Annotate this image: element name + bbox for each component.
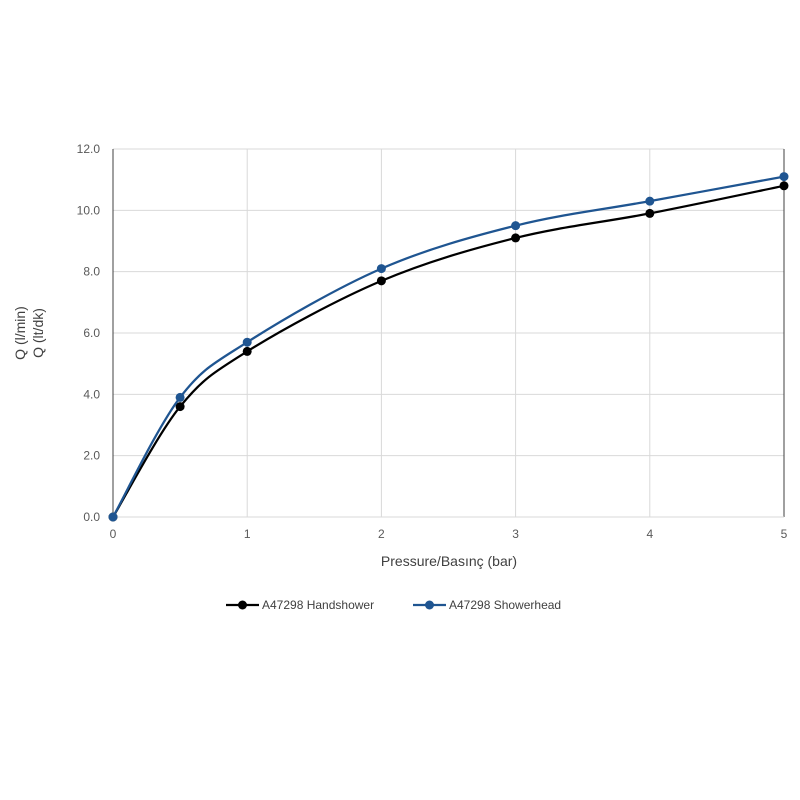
x-tick-label: 1: [244, 527, 251, 541]
x-tick-label: 3: [512, 527, 519, 541]
legend-item-2: A47298 Showerhead: [413, 598, 561, 612]
series-line: [112, 175, 785, 518]
y-tick-label: 8.0: [83, 265, 100, 279]
legend-label: A47298 Showerhead: [449, 598, 561, 612]
data-point: [779, 172, 789, 182]
data-point: [242, 337, 252, 347]
legend-point-marker: [238, 600, 247, 610]
y-axis-label-line2: Q (lt/dk): [30, 308, 46, 358]
grid: [113, 148, 784, 517]
data-point: [376, 264, 386, 274]
data-point: [376, 276, 386, 286]
data-point: [242, 346, 252, 356]
x-tick-label: 0: [110, 527, 117, 541]
y-tick-label: 2.0: [83, 449, 100, 463]
x-axis-label: Pressure/Basınç (bar): [381, 553, 517, 569]
series-line: [112, 184, 785, 518]
data-point: [779, 181, 789, 191]
legend: A47298 Handshower A47298 Showerhead: [226, 598, 561, 612]
y-tick-label: 4.0: [83, 387, 100, 401]
y-tick-label: 6.0: [83, 326, 100, 340]
y-axis-label-line1: Q (l/min): [12, 306, 28, 360]
x-tick-label: 5: [781, 527, 788, 541]
data-point: [511, 233, 521, 243]
data-point: [645, 196, 655, 206]
x-tick-label: 4: [646, 527, 653, 541]
x-tick-label: 2: [378, 527, 385, 541]
axes: 0.0 2.0 4.0 6.0 8.0 10.0 12.0 0 1 2 3 4 5: [77, 142, 788, 541]
y-tick-label: 10.0: [77, 203, 101, 217]
y-tick-label: 12.0: [77, 142, 101, 156]
legend-label: A47298 Handshower: [262, 598, 374, 612]
data-point: [175, 402, 185, 412]
legend-item-1: A47298 Handshower: [226, 598, 374, 612]
legend-point-marker: [425, 600, 434, 610]
data-point: [645, 208, 655, 218]
series-2: [108, 172, 789, 522]
series-1: [108, 181, 789, 522]
data-point: [511, 221, 521, 231]
y-tick-label: 0.0: [83, 510, 100, 524]
data-point: [175, 392, 185, 402]
series-group: [108, 172, 789, 522]
data-point: [108, 512, 118, 522]
